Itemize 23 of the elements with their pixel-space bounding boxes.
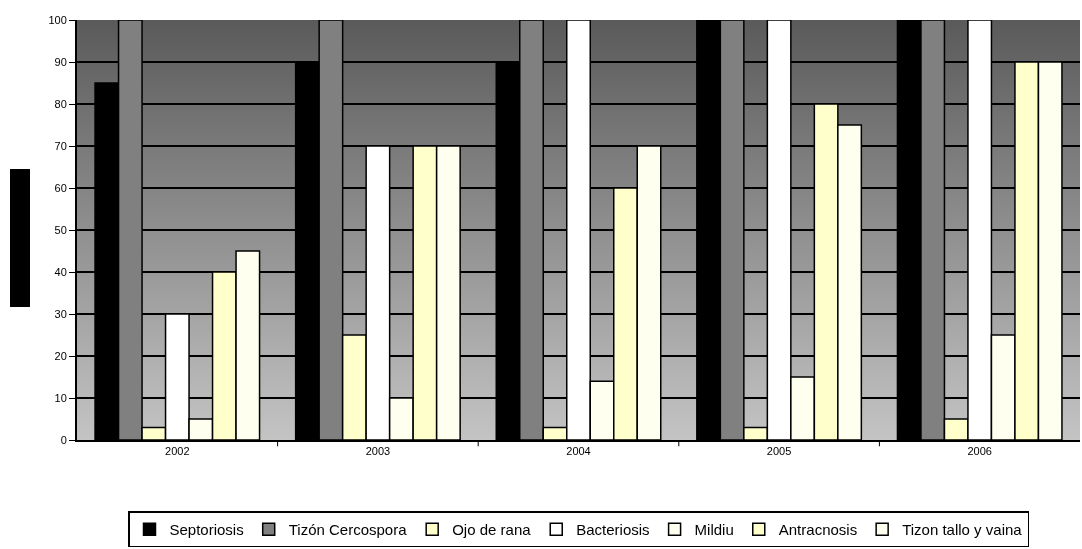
legend-label: Bacteriosis <box>576 521 650 538</box>
y-tick-label: 50 <box>54 223 67 236</box>
y-tick-label: 90 <box>54 55 67 68</box>
legend-label: Ojo de rana <box>452 521 532 538</box>
legend-label: Tizón Cercospora <box>288 521 408 538</box>
legend-label: Mildiu <box>694 521 734 538</box>
y-tick-label: 60 <box>54 181 67 194</box>
x-tick-label: 2005 <box>766 445 792 458</box>
y-tick-label: 30 <box>54 307 67 320</box>
y-tick-label: 80 <box>54 97 67 110</box>
y-tick-label: 20 <box>54 349 67 362</box>
y-tick-label: 10 <box>54 391 67 404</box>
x-tick-label: 2003 <box>365 445 391 458</box>
legend-label: Septoriosis <box>169 521 244 538</box>
x-tick-label: 2004 <box>566 445 591 458</box>
x-tick-label: 2006 <box>967 445 992 458</box>
y-tick-label: 100 <box>48 13 67 26</box>
y-tick-label: 0 <box>60 433 67 446</box>
legend-label: Tizon tallo y vaina <box>902 521 1023 538</box>
x-tick-label: 2002 <box>165 445 190 458</box>
legend-label: Antracnosis <box>778 521 858 538</box>
y-tick-label: 70 <box>54 139 67 152</box>
y-tick-label: 40 <box>54 265 67 278</box>
